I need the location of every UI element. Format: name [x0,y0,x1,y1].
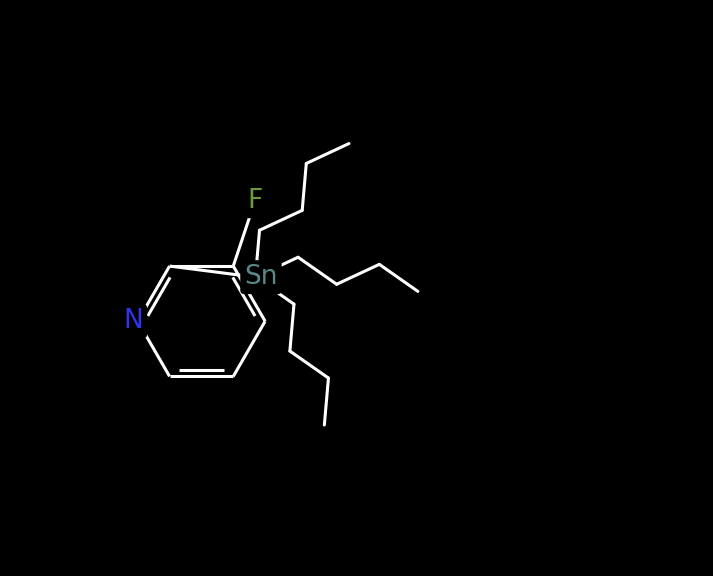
Text: N: N [123,308,143,334]
Text: F: F [248,188,263,214]
Text: Sn: Sn [245,264,277,290]
